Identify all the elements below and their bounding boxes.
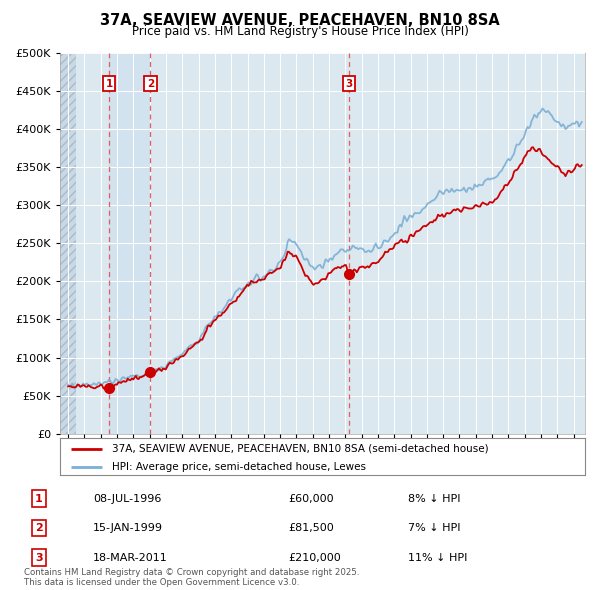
Text: 1: 1 [106, 78, 113, 88]
Text: 3: 3 [35, 553, 43, 562]
Text: 11% ↓ HPI: 11% ↓ HPI [408, 553, 467, 562]
Text: 18-MAR-2011: 18-MAR-2011 [93, 553, 168, 562]
Text: £210,000: £210,000 [288, 553, 341, 562]
Text: Contains HM Land Registry data © Crown copyright and database right 2025.
This d: Contains HM Land Registry data © Crown c… [24, 568, 359, 587]
Text: 8% ↓ HPI: 8% ↓ HPI [408, 494, 461, 503]
Text: 15-JAN-1999: 15-JAN-1999 [93, 523, 163, 533]
Text: 3: 3 [345, 78, 352, 88]
Text: 1: 1 [35, 494, 43, 503]
Text: 2: 2 [35, 523, 43, 533]
Text: Price paid vs. HM Land Registry's House Price Index (HPI): Price paid vs. HM Land Registry's House … [131, 25, 469, 38]
Text: HPI: Average price, semi-detached house, Lewes: HPI: Average price, semi-detached house,… [113, 462, 367, 472]
Bar [60, 53, 76, 434]
Text: 08-JUL-1996: 08-JUL-1996 [93, 494, 161, 503]
Text: 2: 2 [147, 78, 154, 88]
Text: 7% ↓ HPI: 7% ↓ HPI [408, 523, 461, 533]
Bar [109, 53, 151, 434]
Text: 37A, SEAVIEW AVENUE, PEACEHAVEN, BN10 8SA (semi-detached house): 37A, SEAVIEW AVENUE, PEACEHAVEN, BN10 8S… [113, 444, 489, 454]
Text: £81,500: £81,500 [288, 523, 334, 533]
Text: £60,000: £60,000 [288, 494, 334, 503]
Text: 37A, SEAVIEW AVENUE, PEACEHAVEN, BN10 8SA: 37A, SEAVIEW AVENUE, PEACEHAVEN, BN10 8S… [100, 13, 500, 28]
